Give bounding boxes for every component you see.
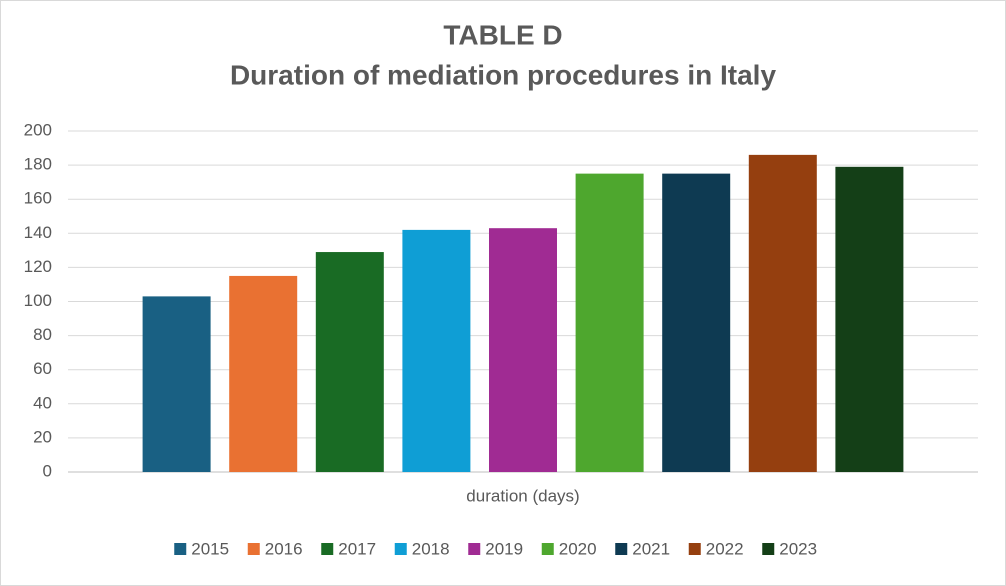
legend-swatch [247,543,260,555]
y-tick-label: 20 [33,427,52,446]
y-tick-label: 120 [24,257,52,276]
y-tick-label: 40 [33,393,52,412]
chart-title: TABLE D [443,19,562,50]
y-tick-label: 80 [33,325,52,344]
legend-label: 2015 [191,539,229,558]
legend-swatch [174,543,187,555]
legend-swatch [468,543,481,555]
legend-label: 2017 [338,539,376,558]
bar [402,229,471,472]
legend-swatch [541,543,554,555]
bar [575,173,644,472]
legend-label: 2019 [485,539,523,558]
bar [229,275,298,472]
legend-label: 2021 [632,539,670,558]
legend-swatch [321,543,334,555]
bar [662,173,731,472]
legend-label: 2022 [706,539,744,558]
y-tick-label: 0 [43,461,52,480]
legend-swatch [394,543,407,555]
x-tick-label: duration (days) [466,486,579,505]
bar [748,154,817,472]
y-tick-label: 180 [24,155,52,174]
legend-label: 2023 [779,539,817,558]
y-tick-label: 100 [24,291,52,310]
legend-label: 2018 [412,539,450,558]
bar [835,166,904,472]
legend-swatch [615,543,628,555]
legend-swatch [762,543,775,555]
legend-label: 2020 [559,539,597,558]
y-tick-label: 160 [24,189,52,208]
y-tick-label: 60 [33,359,52,378]
chart-subtitle: Duration of mediation procedures in Ital… [230,59,776,90]
legend-swatch [688,543,701,555]
bar [489,228,557,472]
bar [315,252,384,472]
y-tick-label: 200 [24,120,52,139]
bar [142,296,211,472]
y-tick-label: 140 [24,223,52,242]
legend-label: 2016 [265,539,303,558]
